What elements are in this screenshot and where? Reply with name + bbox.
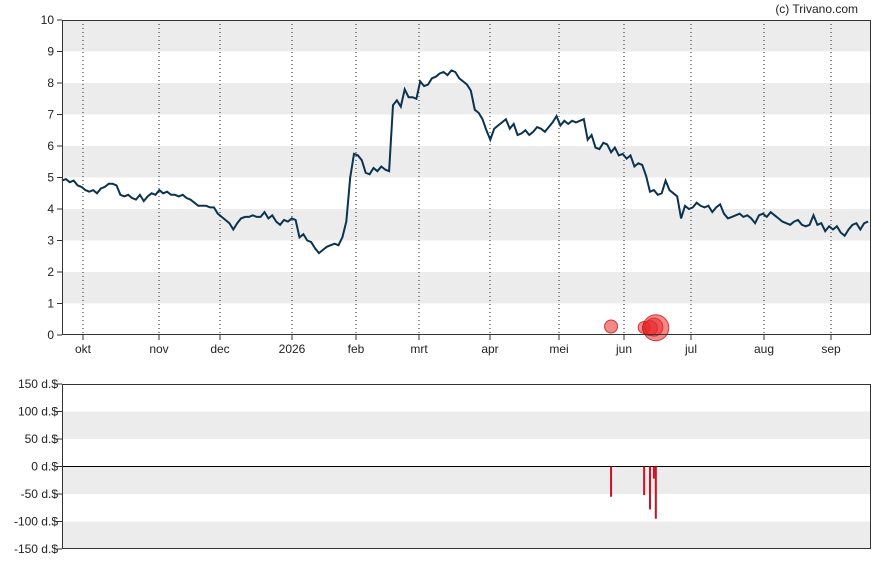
y-tick-label: 150 d.$ [18, 377, 58, 391]
x-tick-label: jun [615, 342, 632, 356]
y-tick-label: 3 [47, 234, 54, 248]
grid-band [62, 466, 870, 494]
month-x-axis: okt nov dec 2026 feb mrt apr mei jun jul aug sep [75, 335, 841, 356]
y-tick-label: 0 d.$ [31, 460, 58, 474]
month-grid-lines [82, 20, 832, 335]
x-tick-label: aug [754, 342, 774, 356]
y-tick-label: 5 [47, 171, 54, 185]
y-tick-label: 6 [47, 139, 54, 153]
x-tick-label: 2026 [279, 342, 306, 356]
price-plot-frame [62, 20, 871, 335]
y-tick-label: 10 [41, 13, 55, 27]
x-tick-label: sep [821, 342, 841, 356]
volume-y-axis: 150 d.$ 100 d.$ 50 d.$ 0 d.$ -50 d.$ -100 d.$… [14, 377, 62, 556]
trade-bubbles [604, 314, 670, 342]
x-tick-label: mrt [410, 342, 428, 356]
volume-plot-frame [62, 384, 871, 549]
y-tick-label: 7 [47, 108, 54, 122]
grid-band [62, 83, 870, 115]
x-tick-label: apr [481, 342, 498, 356]
trade-bubble [604, 319, 619, 334]
y-tick-label: 50 d.$ [25, 432, 59, 446]
price-line [61, 69, 869, 255]
y-tick-label: 1 [47, 297, 54, 311]
x-tick-label: dec [210, 342, 229, 356]
grid-band [62, 272, 870, 304]
y-tick-label: 2 [47, 265, 54, 279]
y-tick-label: 8 [47, 76, 54, 90]
x-tick-label: nov [149, 342, 168, 356]
y-tick-label: 9 [47, 45, 54, 59]
volume-grid-bands [62, 411, 870, 549]
credit-label: (c) Trivano.com [775, 2, 858, 16]
grid-band [62, 20, 870, 52]
grid-band [62, 209, 870, 241]
y-tick-label: 0 [47, 328, 54, 342]
trade-bubble [642, 314, 670, 342]
x-tick-label: jul [684, 342, 697, 356]
x-tick-label: okt [75, 342, 92, 356]
y-tick-label: 4 [47, 202, 54, 216]
y-tick-label: -150 d.$ [14, 542, 58, 556]
grid-band [62, 411, 870, 439]
trade-volume-bars [610, 466, 657, 519]
grid-band [62, 521, 870, 549]
price-grid-bands [62, 20, 870, 304]
grid-band [62, 146, 870, 178]
price-y-axis: 0 1 2 3 4 5 6 7 8 9 10 [41, 13, 62, 342]
y-tick-label: -50 d.$ [21, 487, 59, 501]
x-tick-label: feb [348, 342, 365, 356]
y-tick-label: 100 d.$ [18, 405, 58, 419]
y-tick-label: -100 d.$ [14, 515, 58, 529]
x-tick-label: mei [549, 342, 568, 356]
